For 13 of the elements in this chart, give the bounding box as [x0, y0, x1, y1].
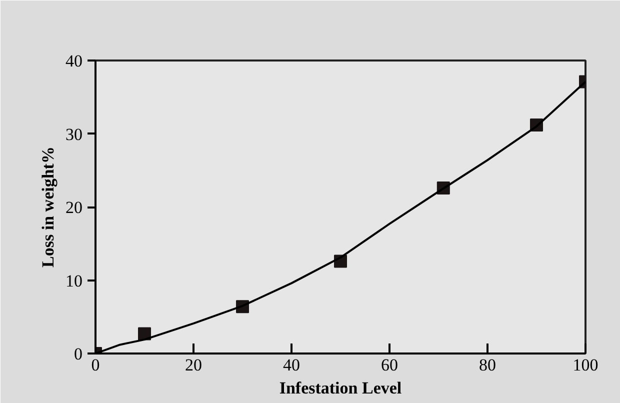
x-tick-label: 20	[185, 356, 202, 374]
point	[138, 327, 151, 340]
x-tick-label: 40	[283, 356, 300, 374]
x-tick-label: 80	[479, 356, 496, 374]
y-tick-label: 20	[66, 198, 82, 217]
y-axis-title: Loss in weight%	[38, 146, 58, 268]
x-tick-label: 100	[572, 356, 598, 374]
y-tick-label: 10	[66, 271, 82, 290]
x-tick-label: 60	[381, 356, 398, 374]
x-axis-title: Infestation Level	[279, 378, 402, 398]
x-tick-label: 0	[91, 356, 100, 374]
y-tick-label: 30	[66, 124, 82, 144]
y-tick-label: 40	[66, 52, 82, 70]
